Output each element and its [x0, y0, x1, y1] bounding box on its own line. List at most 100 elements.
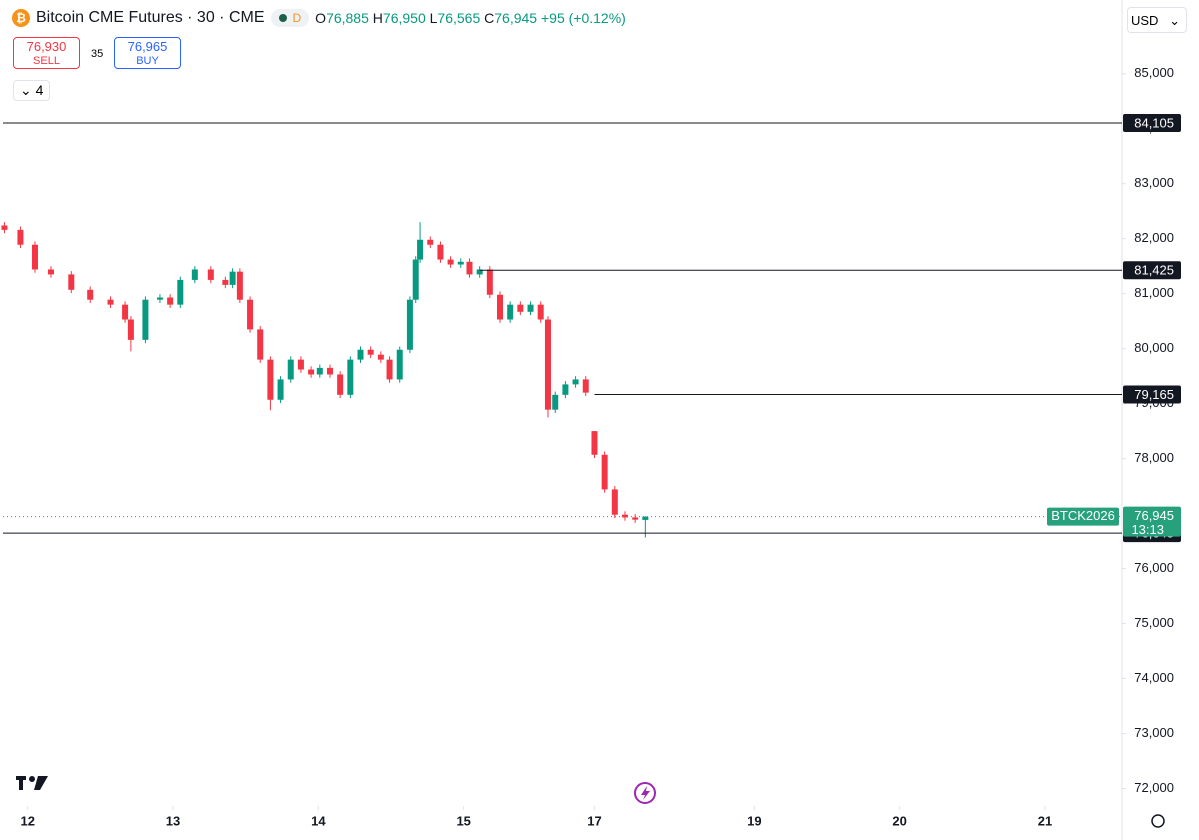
candle-body	[621, 514, 628, 518]
symbol[interactable]: Bitcoin CME Futures · 30 · CME	[36, 9, 265, 26]
sell-button[interactable]: 76,930 SELL	[13, 37, 80, 69]
candle-body	[406, 299, 413, 350]
candle-body	[517, 304, 524, 312]
currency-dropdown[interactable]: USD ⌄	[1127, 7, 1187, 33]
last-price-label: 76,945	[1134, 508, 1174, 523]
close: 76,945	[494, 10, 538, 26]
candle-body	[47, 269, 54, 275]
candle-body	[497, 294, 504, 320]
candle-body	[17, 229, 24, 245]
candle-body	[177, 279, 184, 305]
y-tick-label: 78,000	[1134, 450, 1174, 465]
price-tag	[1123, 113, 1181, 132]
y-tick-label: 81,000	[1134, 285, 1174, 300]
candle-body	[122, 304, 129, 320]
price-tag-label: 84,105	[1134, 115, 1174, 130]
interval: 4	[35, 82, 44, 98]
y-tick-label: 82,000	[1134, 230, 1174, 245]
candle-body	[31, 244, 38, 270]
candle-body	[267, 359, 274, 400]
candle-body	[127, 319, 134, 340]
symbol-tag	[1047, 507, 1119, 526]
y-tick-label: 72,000	[1134, 780, 1174, 795]
candle-body	[316, 367, 323, 375]
candle-body	[582, 379, 589, 393]
candle-body	[347, 359, 354, 395]
coin-icon: ₿	[12, 9, 30, 27]
sell-label: SELL	[33, 55, 60, 67]
last-price-countdown: 13:13	[1131, 522, 1164, 537]
c: C	[484, 10, 495, 26]
candle-body	[507, 304, 514, 320]
change: +95 (+0.12%)	[540, 10, 626, 26]
ohlc: O76,885 H76,950 L76,565 C76,945 +95 (+0.…	[315, 10, 626, 26]
candle-body	[236, 271, 243, 300]
candle-body	[357, 349, 364, 360]
x-tick-label: 14	[311, 813, 326, 828]
candle-body	[412, 259, 419, 300]
price-tag	[1123, 261, 1181, 280]
candle-body	[527, 304, 534, 312]
candle-body	[537, 304, 544, 320]
x-tick-label: 12	[20, 813, 34, 828]
x-tick-label: 13	[166, 813, 180, 828]
y-tick-label: 73,000	[1134, 725, 1174, 740]
candle-body	[107, 299, 114, 305]
x-tick-label: 19	[747, 813, 761, 828]
candle-body	[476, 269, 483, 275]
candle-body	[642, 516, 649, 520]
last-price-tag	[1123, 506, 1181, 537]
legend: ₿ Bitcoin CME Futures · 30 · CME D O76,8…	[12, 9, 626, 27]
candle-body	[308, 369, 315, 375]
candle-body	[417, 239, 424, 260]
settings-icon[interactable]	[1151, 814, 1165, 828]
candle-body	[297, 359, 304, 370]
low: 76,565	[437, 10, 481, 26]
candle-body	[247, 299, 254, 330]
x-tick-label: 21	[1038, 813, 1052, 828]
o: O	[315, 10, 327, 26]
price-tag	[1123, 385, 1181, 404]
candle-body	[377, 354, 384, 360]
last-price-symbol: BTCK2026	[1051, 508, 1115, 523]
status: D	[270, 9, 310, 27]
open: 76,885	[326, 10, 369, 26]
candle-body	[632, 517, 639, 520]
candle-body	[229, 271, 236, 285]
buy-price: 76,965	[127, 39, 168, 54]
candle-body	[257, 329, 264, 360]
candle-body	[277, 379, 284, 400]
y-tick-label: 74,000	[1134, 670, 1174, 685]
candle-body	[611, 489, 618, 515]
flash-icon[interactable]	[634, 782, 656, 804]
candle-body	[457, 261, 464, 265]
y-tick-label: 76,000	[1134, 560, 1174, 575]
candle-body	[427, 239, 434, 245]
candle-body	[87, 289, 94, 300]
candle-body	[191, 269, 198, 280]
y-tick-label: 85,000	[1134, 65, 1174, 80]
x-tick-label: 17	[587, 813, 601, 828]
h: H	[372, 10, 383, 26]
currency: USD	[1131, 13, 1159, 28]
candle-body	[68, 274, 75, 290]
candle-body	[552, 394, 559, 410]
candle-body	[287, 359, 294, 380]
candle-body	[544, 319, 551, 410]
candle-body	[572, 379, 579, 385]
flash-bolt	[641, 786, 650, 800]
candle-body	[167, 297, 174, 305]
candle-body	[601, 454, 608, 490]
y-tick-label: 83,000	[1134, 175, 1174, 190]
y-tick-label: 80,000	[1134, 340, 1174, 355]
candle-body	[466, 261, 473, 275]
candle-body	[1, 225, 8, 230]
candle-body	[591, 431, 598, 455]
x-tick-label: 20	[892, 813, 906, 828]
candle-body	[386, 359, 393, 380]
interval-dropdown[interactable]: ⌄ 4	[13, 80, 51, 101]
buy-button[interactable]: 76,965 BUY	[114, 37, 181, 69]
candle-body	[326, 367, 333, 375]
